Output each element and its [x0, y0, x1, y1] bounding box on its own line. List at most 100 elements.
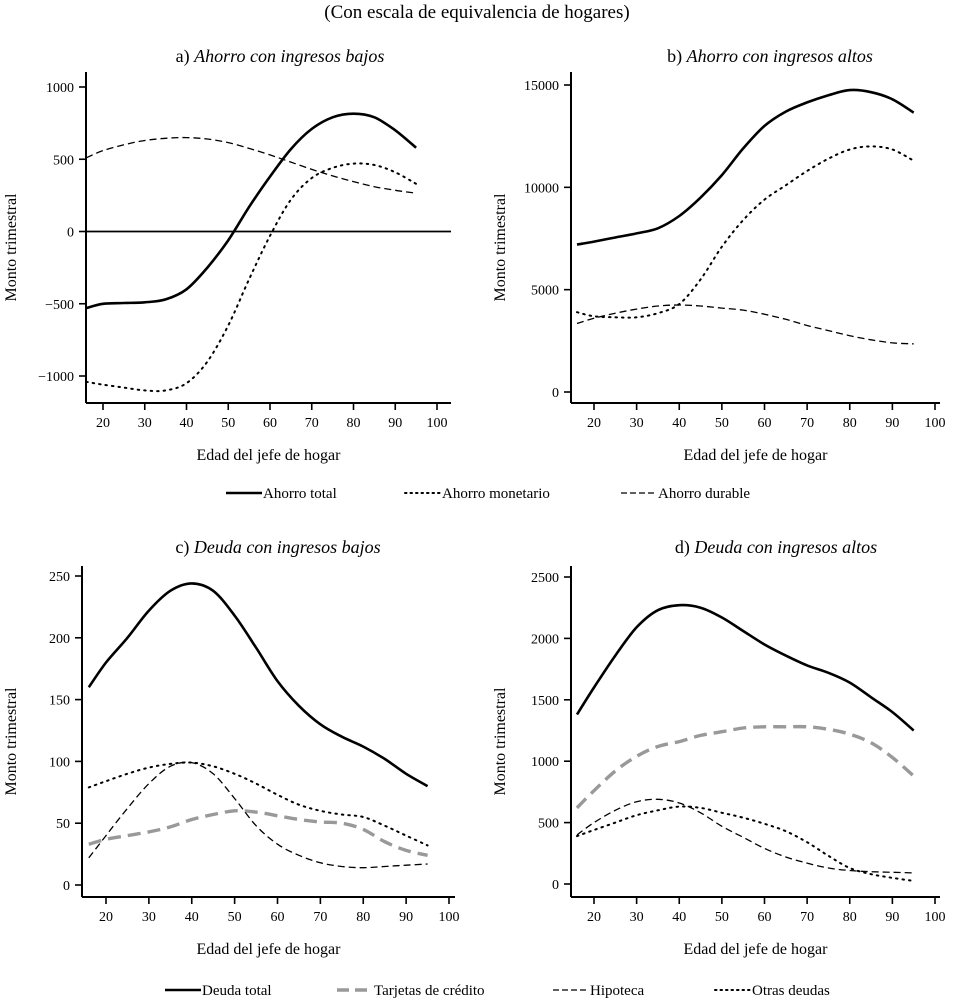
y-axis-label: Monto trimestral: [3, 193, 20, 302]
legend-label: Deuda total: [202, 983, 272, 999]
y-tick-label: 2000: [531, 632, 559, 647]
legend-label: Hipoteca: [590, 983, 644, 999]
legend-item: Otras deudas: [714, 983, 830, 999]
series-line-tarjetas-de-cr-dito: [88, 809, 428, 857]
x-tick-label: 80: [347, 416, 361, 431]
y-tick-label: 15000: [524, 79, 559, 94]
y-tick-label: 5000: [531, 284, 559, 299]
x-tick-label: 100: [427, 416, 448, 431]
x-tick-label: 70: [305, 416, 319, 431]
x-tick-label: 80: [356, 910, 370, 925]
legend-item: Ahorro total: [226, 486, 337, 502]
y-tick-label: 100: [49, 755, 70, 770]
legend-item: Tarjetas de crédito: [337, 983, 485, 999]
x-tick-label: 30: [630, 416, 644, 431]
legend-label: Ahorro total: [263, 486, 337, 502]
legend-savings: Ahorro total Ahorro monetario Ahorro durab…: [226, 486, 750, 502]
y-tick-label: 0: [552, 878, 559, 893]
y-tick-label: 2500: [531, 571, 559, 586]
series-line-tarjetas-de-cr-dito: [575, 724, 915, 810]
x-axis-label: Edad del jefe de hogar: [197, 447, 342, 464]
series-line-hipoteca: [576, 798, 914, 874]
x-tick-label: 90: [885, 910, 899, 925]
x-tick-label: 50: [228, 910, 242, 925]
y-axis-label: Monto trimestral: [492, 687, 509, 796]
series-line-ahorro-monetario: [576, 145, 915, 319]
x-tick-label: 20: [587, 416, 601, 431]
panel-title: c) Deuda con ingresos bajos: [175, 537, 380, 558]
y-tick-label: 50: [56, 817, 70, 832]
x-tick-label: 90: [885, 416, 899, 431]
panel-b: b) Ahorro con ingresos altos 20 30 40 50 60 70…: [492, 46, 946, 464]
x-tick-label: 100: [925, 416, 946, 431]
x-tick-label: 70: [800, 910, 814, 925]
x-axis-label: Edad del jefe de hogar: [684, 941, 829, 958]
legend-label: Ahorro monetario: [442, 486, 550, 502]
x-axis-label: Edad del jefe de hogar: [197, 941, 342, 958]
panel-c: c) Deuda con ingresos bajos 20 30 40 50 60 70 8…: [3, 537, 460, 958]
x-tick-label: 50: [715, 910, 729, 925]
y-tick-label: 200: [49, 632, 70, 647]
x-tick-label: 20: [587, 910, 601, 925]
y-tick-label: 500: [53, 153, 74, 168]
y-axis-label: Monto trimestral: [3, 687, 20, 796]
series-line-otras-deudas: [576, 805, 915, 882]
y-tick-label: 250: [49, 570, 70, 585]
y-tick-label: 10000: [524, 181, 559, 196]
panel-title: b) Ahorro con ingresos altos: [667, 46, 873, 67]
figure-subtitle: (Con escala de equivalencia de hogares): [324, 2, 629, 23]
legend-item: Hipoteca: [553, 983, 644, 999]
series-line-deuda-total: [87, 582, 429, 788]
legend-item: Ahorro durable: [621, 486, 750, 502]
x-tick-label: 30: [142, 910, 156, 925]
series-line-ahorro-monetario: [85, 162, 418, 393]
series-line-ahorro-total: [576, 88, 915, 246]
legend-label: Tarjetas de crédito: [374, 983, 485, 999]
y-tick-label: 0: [63, 879, 70, 894]
legend-item: Ahorro monetario: [404, 486, 550, 502]
x-tick-label: 80: [843, 910, 857, 925]
legend-label: Ahorro durable: [658, 486, 750, 502]
y-tick-label: 0: [67, 226, 74, 241]
y-tick-label: 1000: [531, 755, 559, 770]
x-tick-label: 60: [758, 416, 772, 431]
series-line-deuda-total: [575, 603, 915, 732]
series-line-hipoteca: [88, 761, 428, 869]
series-line-ahorro-durable: [86, 136, 417, 194]
x-tick-label: 100: [439, 910, 460, 925]
panel-title: a) Ahorro con ingresos bajos: [176, 46, 385, 67]
series-line-ahorro-durable: [576, 304, 914, 345]
x-tick-label: 90: [388, 416, 402, 431]
y-tick-label: −500: [45, 298, 74, 313]
x-tick-label: 70: [313, 910, 327, 925]
x-tick-label: 30: [630, 910, 644, 925]
x-tick-label: 50: [715, 416, 729, 431]
x-tick-label: 20: [99, 910, 113, 925]
y-tick-label: −1000: [38, 370, 74, 385]
legend-label: Otras deudas: [752, 983, 830, 999]
y-tick-label: 150: [49, 694, 70, 709]
panel-a: a) Ahorro con ingresos bajos 20 30 40 50 60 70…: [3, 46, 451, 464]
panel-d: d) Deuda con ingresos altos 20 30 40 50 60 70 8…: [492, 537, 946, 958]
series-line-ahorro-total: [85, 112, 417, 310]
y-tick-label: 500: [538, 817, 559, 832]
legend-item: Deuda total: [165, 983, 272, 999]
x-tick-label: 20: [96, 416, 110, 431]
y-tick-label: 0: [552, 386, 559, 401]
y-axis-label: Monto trimestral: [492, 193, 509, 302]
x-tick-label: 70: [800, 416, 814, 431]
panel-title: d) Deuda con ingresos altos: [675, 537, 877, 558]
x-tick-label: 60: [263, 416, 277, 431]
x-tick-label: 40: [185, 910, 199, 925]
x-tick-label: 100: [925, 910, 946, 925]
y-tick-label: 1500: [531, 694, 559, 709]
legend-debt: Deuda total Tarjetas de crédito Hipoteca Ot…: [165, 983, 830, 999]
x-tick-label: 60: [758, 910, 772, 925]
x-axis-label: Edad del jefe de hogar: [684, 447, 829, 464]
x-tick-label: 80: [843, 416, 857, 431]
y-tick-label: 1000: [46, 81, 74, 96]
x-tick-label: 30: [138, 416, 152, 431]
x-tick-label: 90: [399, 910, 413, 925]
series-line-otras-deudas: [87, 761, 429, 847]
